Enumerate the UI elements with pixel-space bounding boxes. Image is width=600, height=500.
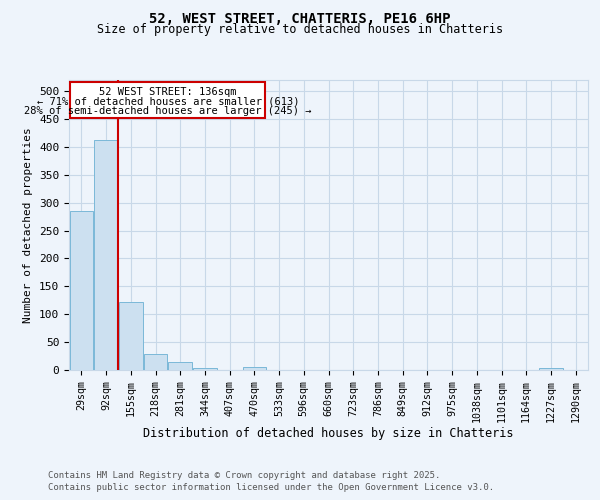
Bar xyxy=(169,362,192,370)
Text: ← 71% of detached houses are smaller (613): ← 71% of detached houses are smaller (61… xyxy=(37,96,299,106)
Bar xyxy=(144,354,167,370)
Bar xyxy=(70,211,93,370)
X-axis label: Distribution of detached houses by size in Chatteris: Distribution of detached houses by size … xyxy=(143,428,514,440)
Bar xyxy=(193,368,217,370)
Bar xyxy=(539,368,563,370)
Y-axis label: Number of detached properties: Number of detached properties xyxy=(23,127,34,323)
Bar xyxy=(242,367,266,370)
Text: Contains HM Land Registry data © Crown copyright and database right 2025.: Contains HM Land Registry data © Crown c… xyxy=(48,472,440,480)
Text: Size of property relative to detached houses in Chatteris: Size of property relative to detached ho… xyxy=(97,24,503,36)
Text: 28% of semi-detached houses are larger (245) →: 28% of semi-detached houses are larger (… xyxy=(24,106,311,117)
Bar xyxy=(94,140,118,370)
Text: Contains public sector information licensed under the Open Government Licence v3: Contains public sector information licen… xyxy=(48,483,494,492)
Bar xyxy=(70,82,265,118)
Text: 52 WEST STREET: 136sqm: 52 WEST STREET: 136sqm xyxy=(99,87,236,97)
Text: 52, WEST STREET, CHATTERIS, PE16 6HP: 52, WEST STREET, CHATTERIS, PE16 6HP xyxy=(149,12,451,26)
Bar xyxy=(119,302,143,370)
